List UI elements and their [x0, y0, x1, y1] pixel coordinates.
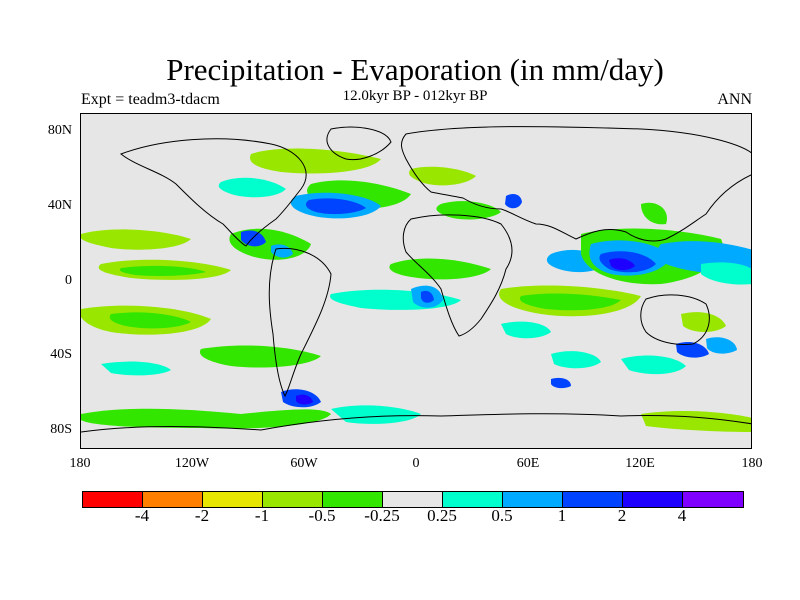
colorbar-box	[443, 492, 503, 507]
anomaly-patch	[241, 230, 266, 247]
colorbar-box	[383, 492, 443, 507]
colorbar-label: -1	[254, 506, 270, 525]
colorbar-box	[263, 492, 323, 507]
coastline-antarctica	[81, 413, 751, 433]
colorbar-label: 1	[557, 506, 567, 525]
lon-tick-label: 120E	[625, 456, 655, 471]
colorbar-label: 0.5	[491, 506, 513, 525]
colorbar-box	[563, 492, 623, 507]
colorbar-box	[323, 492, 383, 507]
lat-tick-label: 40N	[47, 198, 72, 213]
colorbar-label: 4	[677, 506, 687, 525]
anomaly-patch	[701, 262, 751, 285]
lon-tick-label: 180	[741, 456, 763, 471]
lon-tick-label: 60E	[516, 456, 540, 471]
colorbar-box	[623, 492, 683, 507]
anomaly-patch	[81, 229, 191, 250]
colorbar-label: 0.25	[427, 506, 457, 525]
season-label: ANN	[717, 91, 752, 108]
coastline-greenland	[326, 126, 392, 161]
colorbar-box	[203, 492, 263, 507]
coastline-africa	[402, 214, 513, 337]
anomaly-patch	[109, 312, 191, 329]
coastline-eurasia	[401, 126, 751, 242]
anomaly-patch	[296, 394, 313, 405]
map-title: Precipitation - Evaporation (in mm/day)	[166, 52, 664, 87]
anomaly-patch	[331, 405, 421, 424]
colorbar-label: -0.5	[308, 506, 336, 525]
anomaly-patch	[199, 345, 321, 368]
anomaly-patch	[305, 198, 366, 215]
anomaly-patch	[250, 148, 381, 174]
anomaly-patch	[101, 361, 171, 376]
anomaly-patch	[519, 293, 621, 311]
colorbar-box	[83, 492, 143, 507]
anomaly-field	[81, 148, 751, 432]
anomaly-patch	[681, 312, 726, 332]
map-subtitle: 12.0kyr BP - 012kyr BP	[342, 88, 488, 104]
anomaly-patch	[551, 377, 571, 389]
anomaly-patch	[119, 265, 206, 276]
anomaly-patch	[621, 355, 686, 375]
anomaly-patch	[505, 194, 522, 209]
anomaly-patch	[436, 201, 501, 220]
experiment-label: Expt = teadm3-tdacm	[81, 91, 220, 108]
map-panel	[80, 113, 752, 449]
colorbar-label: -4	[134, 506, 150, 525]
anomaly-patch	[706, 337, 737, 354]
coastlines	[81, 126, 751, 433]
lat-tick-label: 0	[65, 273, 72, 288]
colorbar-label: 2	[617, 506, 627, 525]
colorbar	[82, 491, 744, 508]
colorbar-box	[503, 492, 563, 507]
lat-tick-label: 80N	[47, 123, 72, 138]
anomaly-patch	[271, 244, 293, 258]
anomaly-patch	[676, 342, 709, 358]
colorbar-box	[683, 492, 743, 507]
anomaly-patch	[218, 177, 286, 198]
colorbar-label: -0.25	[364, 506, 400, 525]
lon-tick-label: 0	[412, 456, 420, 471]
anomaly-patch	[501, 321, 551, 339]
anomaly-patch	[389, 258, 491, 280]
coastline-north-america	[119, 138, 307, 247]
lat-tick-label: 40S	[50, 347, 72, 362]
lon-tick-label: 120W	[174, 456, 210, 471]
coastline-australia	[640, 294, 710, 345]
colorbar-label: -2	[194, 506, 210, 525]
anomaly-patch	[551, 351, 601, 369]
coastline-south-america	[268, 247, 332, 398]
map-svg	[81, 126, 751, 433]
anomaly-patch	[609, 258, 635, 271]
anomaly-patch	[409, 166, 476, 186]
anomaly-patch	[421, 290, 434, 303]
lat-tick-label: 80S	[50, 422, 72, 437]
lon-tick-label: 180	[69, 456, 91, 471]
anomaly-patch	[641, 202, 667, 225]
colorbar-box	[143, 492, 203, 507]
anomaly-patch	[81, 408, 331, 429]
lon-tick-label: 60W	[290, 456, 318, 471]
